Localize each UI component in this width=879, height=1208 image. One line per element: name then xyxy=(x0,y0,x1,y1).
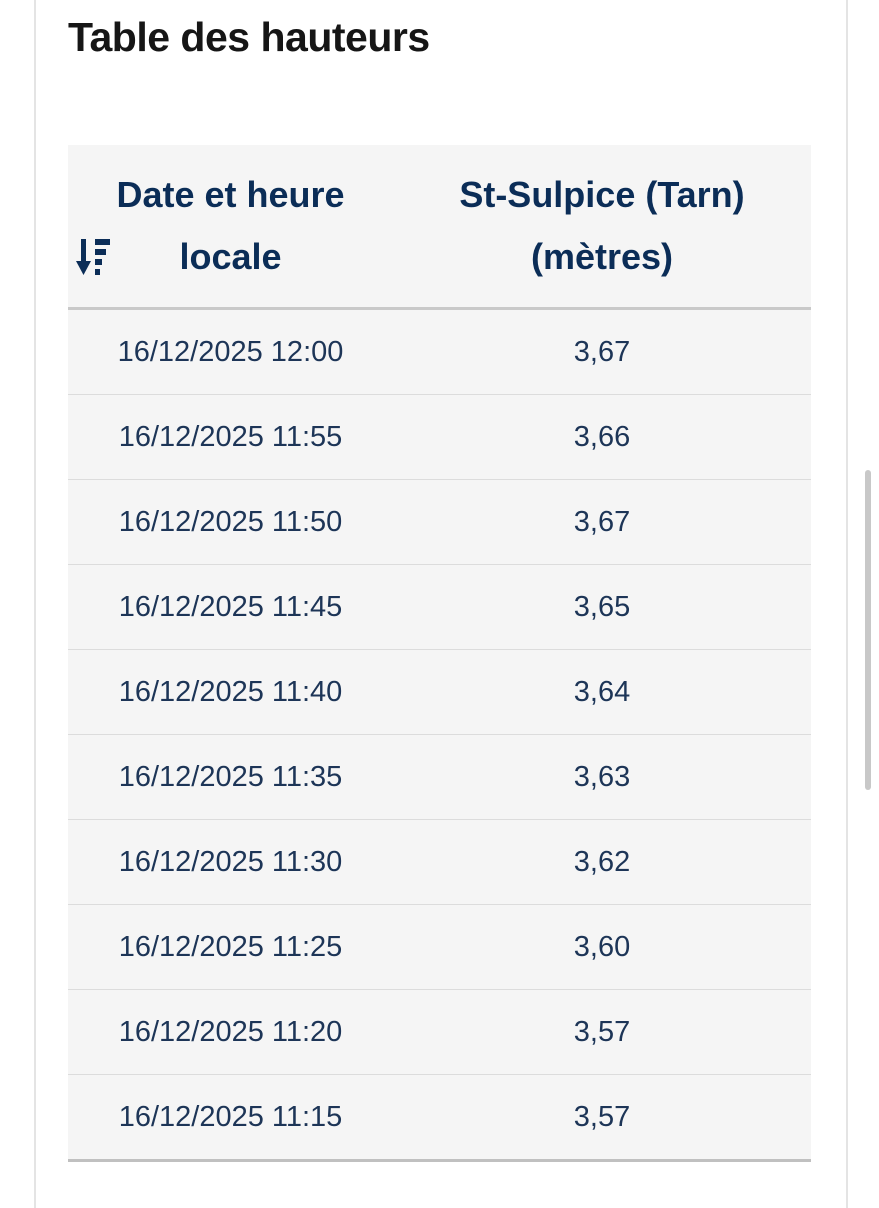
table-row: 16/12/2025 11:15 3,57 xyxy=(68,1074,811,1162)
sort-descending-icon[interactable] xyxy=(76,237,114,277)
height-cell: 3,57 xyxy=(393,989,811,1075)
scrollbar[interactable] xyxy=(865,470,871,790)
table-row: 16/12/2025 11:25 3,60 xyxy=(68,904,811,990)
page-title: Table des hauteurs xyxy=(68,14,430,60)
date-cell: 16/12/2025 11:55 xyxy=(68,394,393,480)
column-header-value[interactable]: St-Sulpice (Tarn) (mètres) xyxy=(393,145,811,310)
height-cell: 3,67 xyxy=(393,308,811,395)
date-cell: 16/12/2025 12:00 xyxy=(68,308,393,395)
date-header-line1: Date et heure xyxy=(116,174,345,215)
date-cell: 16/12/2025 11:35 xyxy=(68,734,393,820)
table-row: 16/12/2025 11:40 3,64 xyxy=(68,649,811,735)
table-header-row: Date et heure locale St-Sulpice (Tarn) (… xyxy=(68,145,811,310)
height-cell: 3,57 xyxy=(393,1074,811,1162)
column-header-date[interactable]: Date et heure locale xyxy=(68,145,393,310)
table-row: 16/12/2025 12:00 3,67 xyxy=(68,308,811,395)
height-cell: 3,66 xyxy=(393,394,811,480)
height-cell: 3,67 xyxy=(393,479,811,565)
height-cell: 3,60 xyxy=(393,904,811,990)
value-header-line2: (mètres) xyxy=(530,236,674,277)
table-row: 16/12/2025 11:20 3,57 xyxy=(68,989,811,1075)
date-cell: 16/12/2025 11:45 xyxy=(68,564,393,650)
height-cell: 3,64 xyxy=(393,649,811,735)
table-row: 16/12/2025 11:30 3,62 xyxy=(68,819,811,905)
date-header-line2: locale xyxy=(179,236,282,277)
date-cell: 16/12/2025 11:40 xyxy=(68,649,393,735)
table-row: 16/12/2025 11:35 3,63 xyxy=(68,734,811,820)
height-cell: 3,62 xyxy=(393,819,811,905)
value-header-line1: St-Sulpice (Tarn) xyxy=(459,174,745,215)
date-cell: 16/12/2025 11:50 xyxy=(68,479,393,565)
table-row: 16/12/2025 11:45 3,65 xyxy=(68,564,811,650)
table-row: 16/12/2025 11:50 3,67 xyxy=(68,479,811,565)
table-row: 16/12/2025 11:55 3,66 xyxy=(68,394,811,480)
date-cell: 16/12/2025 11:20 xyxy=(68,989,393,1075)
height-cell: 3,65 xyxy=(393,564,811,650)
height-cell: 3,63 xyxy=(393,734,811,820)
date-cell: 16/12/2025 11:25 xyxy=(68,904,393,990)
heights-table: Date et heure locale St-Sulpice (Tarn) (… xyxy=(68,145,811,1162)
date-cell: 16/12/2025 11:30 xyxy=(68,819,393,905)
date-cell: 16/12/2025 11:15 xyxy=(68,1074,393,1162)
